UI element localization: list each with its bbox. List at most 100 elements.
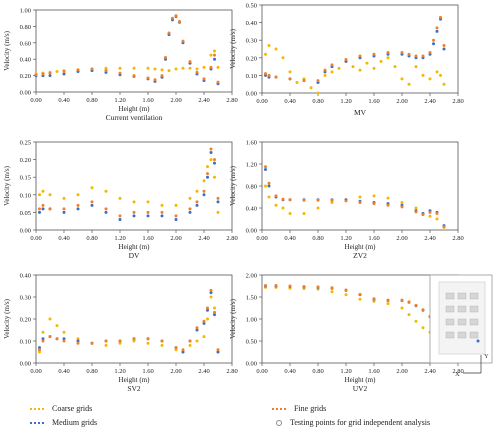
data-point-coarse: [132, 339, 136, 343]
data-point-coarse: [55, 324, 59, 328]
x-tick-label: 0.80: [86, 368, 97, 375]
legend-item-coarse: Coarse grids: [30, 404, 92, 413]
data-point-coarse: [421, 326, 425, 330]
data-point-fine: [206, 172, 209, 176]
data-point-fine: [414, 303, 418, 307]
x-tick-label: 0.40: [284, 98, 295, 105]
data-point-fine: [428, 51, 432, 55]
data-point-fine: [358, 292, 362, 296]
data-point-coarse: [206, 317, 209, 321]
data-point-fine: [442, 225, 446, 229]
data-point-fine: [34, 73, 38, 77]
data-point-fine: [171, 16, 174, 20]
x-tick-label: 2.80: [452, 368, 463, 375]
data-point-coarse: [209, 158, 213, 162]
y-tick-label: 0.40: [20, 57, 31, 64]
plot-frame: [35, 141, 233, 231]
data-point-fine: [330, 63, 334, 67]
data-point-medium: [188, 210, 192, 214]
data-point-medium: [432, 42, 435, 46]
data-point-coarse: [330, 70, 334, 74]
data-point-coarse: [407, 82, 411, 86]
data-point-fine: [435, 212, 439, 215]
data-point-coarse: [188, 343, 192, 347]
data-point-coarse: [316, 91, 320, 95]
data-point-coarse: [372, 299, 376, 303]
chart-panel-4: 0.00 0.40 0.80 1.20 1.60 0.00 0.40 0.80 1.20 1.60…: [229, 140, 464, 261]
data-point-fine: [55, 337, 59, 341]
data-point-medium: [41, 337, 45, 341]
data-point-fine: [90, 67, 94, 71]
x-tick-label: 2.00: [396, 235, 407, 242]
data-point-fine: [421, 308, 425, 312]
data-point-fine: [178, 19, 181, 23]
data-point-coarse: [337, 66, 341, 70]
data-point-fine: [213, 310, 216, 314]
data-point-fine: [213, 158, 216, 162]
y-tick-label: 1.00: [246, 317, 257, 324]
data-point-fine: [316, 285, 320, 289]
data-point-coarse: [330, 290, 334, 294]
data-point-coarse: [90, 186, 94, 190]
x-tick-label: 1.20: [114, 235, 125, 242]
data-point-coarse: [344, 293, 348, 297]
x-tick-label: 1.20: [340, 368, 351, 375]
x-tick-label: 0.00: [30, 368, 41, 375]
data-point-coarse: [167, 69, 171, 73]
inset-test-point: [476, 339, 480, 343]
legend-label-fine: Fine grids: [294, 404, 327, 413]
data-point-coarse: [365, 61, 369, 65]
chart-panel-1: 0.00 0.20 0.40 0.60 0.80 1.00 0.00 0.40 0.80 1.20…: [3, 8, 238, 123]
inset-seat: [469, 305, 479, 313]
data-point-medium: [104, 210, 108, 214]
y-tick-label: 0.10: [246, 73, 257, 80]
y-tick-label: 0.80: [246, 184, 257, 191]
x-tick-label: 2.00: [170, 235, 181, 242]
data-point-coarse: [160, 68, 164, 72]
x-tick-label: 2.40: [424, 368, 435, 375]
x-tick-label: 1.60: [368, 368, 379, 375]
data-point-coarse: [428, 214, 432, 218]
data-point-fine: [41, 203, 45, 207]
data-point-coarse: [414, 319, 418, 323]
data-point-medium: [216, 350, 220, 354]
data-point-fine: [41, 72, 45, 76]
chart-panel-2: 0.00 0.10 0.20 0.30 0.40 0.50 0.00 0.40 0.80 1.20…: [229, 3, 464, 118]
data-point-fine: [174, 346, 178, 350]
data-point-fine: [435, 26, 439, 30]
x-tick-label: 2.40: [424, 235, 435, 242]
data-point-fine: [372, 52, 376, 56]
x-tick-label: 1.20: [340, 235, 351, 242]
y-tick-label: 0.00: [246, 228, 257, 235]
plot-frame: [261, 141, 459, 231]
data-point-fine: [188, 339, 192, 343]
data-point-fine: [267, 73, 271, 77]
y-tick-label: 0.20: [20, 73, 31, 80]
y-axis-label: Velocity (m/s): [229, 165, 237, 206]
data-point-coarse: [195, 67, 199, 71]
y-tick-label: 0.50: [246, 3, 257, 10]
data-point-coarse: [195, 339, 199, 343]
data-point-fine: [209, 288, 213, 292]
x-tick-label: 0.80: [312, 368, 323, 375]
data-point-medium: [174, 217, 178, 221]
inset-x-label: X: [455, 371, 460, 378]
legend-item-testing-points: Testing points for grid independent anal…: [272, 418, 430, 427]
data-point-coarse: [55, 70, 59, 73]
data-point-medium: [206, 175, 209, 179]
data-point-fine: [400, 51, 404, 55]
data-point-coarse: [195, 189, 199, 193]
data-point-coarse: [379, 59, 383, 63]
data-point-fine: [195, 70, 199, 74]
data-point-fine: [213, 53, 216, 57]
data-point-coarse: [216, 210, 220, 214]
x-tick-label: 0.00: [30, 97, 41, 104]
data-point-medium: [206, 308, 209, 312]
data-point-medium: [209, 291, 213, 295]
x-tick-label: 0.80: [312, 235, 323, 242]
data-point-fine: [160, 74, 164, 78]
x-tick-label: 0.80: [312, 98, 323, 105]
data-point-fine: [288, 198, 292, 202]
data-point-coarse: [41, 330, 45, 334]
